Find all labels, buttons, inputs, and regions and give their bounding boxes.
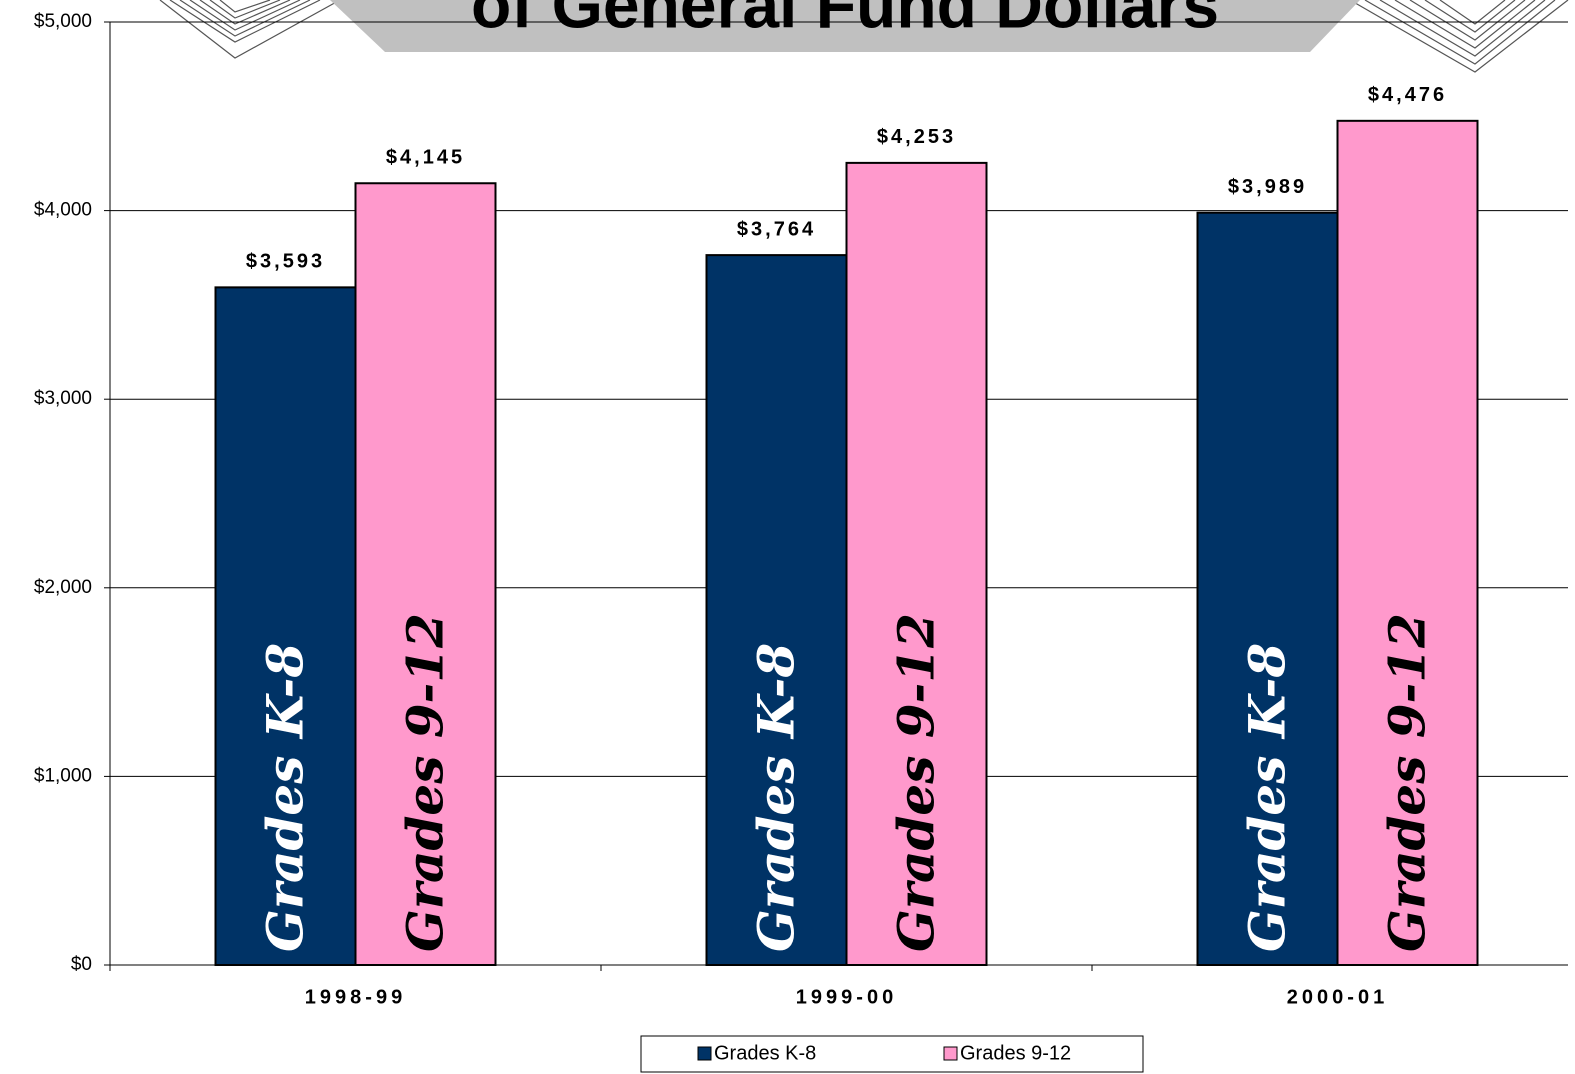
x-tick-label: 1999-00 bbox=[796, 986, 897, 1008]
bar-series-label: Grades 9-12 bbox=[396, 613, 455, 952]
bar-series-label: Grades K-8 bbox=[256, 643, 315, 952]
value-label: $3,989 bbox=[1228, 176, 1307, 198]
title-banner bbox=[159, 0, 1569, 73]
bar-series-label: Grades K-8 bbox=[747, 643, 806, 952]
value-label: $4,476 bbox=[1368, 84, 1447, 106]
y-tick-label: $5,000 bbox=[34, 11, 92, 32]
value-label: $4,145 bbox=[386, 147, 465, 169]
bar bbox=[845, 161, 988, 966]
value-label: $3,593 bbox=[246, 251, 325, 273]
x-tick-label: 1998-99 bbox=[305, 986, 406, 1008]
legend-label: Grades K-8 bbox=[714, 1042, 816, 1064]
y-tick-label: $4,000 bbox=[34, 200, 92, 221]
bar-series-label: Grades 9-12 bbox=[1378, 613, 1437, 952]
y-tick-label: $3,000 bbox=[34, 388, 92, 409]
value-label: $4,253 bbox=[877, 126, 956, 148]
y-tick-label: $1,000 bbox=[34, 765, 92, 786]
chart-title: of General Fund Dollars bbox=[471, 0, 1219, 41]
x-tick-label: 2000-01 bbox=[1287, 986, 1388, 1008]
legend bbox=[640, 1035, 1144, 1073]
bar-series-label: Grades 9-12 bbox=[887, 613, 946, 952]
bar bbox=[1196, 211, 1339, 966]
bar bbox=[214, 286, 357, 966]
value-label: $3,764 bbox=[737, 218, 816, 240]
y-tick-label: $0 bbox=[71, 954, 92, 975]
title-box bbox=[330, 0, 1360, 52]
bar bbox=[1336, 119, 1479, 966]
y-tick-label: $2,000 bbox=[34, 577, 92, 598]
legend-label: Grades 9-12 bbox=[960, 1042, 1071, 1064]
bar-series-label: Grades K-8 bbox=[1238, 643, 1297, 952]
legend-swatch bbox=[697, 1046, 712, 1061]
bar bbox=[354, 182, 497, 967]
bar bbox=[705, 254, 848, 966]
legend-swatch bbox=[943, 1046, 958, 1061]
